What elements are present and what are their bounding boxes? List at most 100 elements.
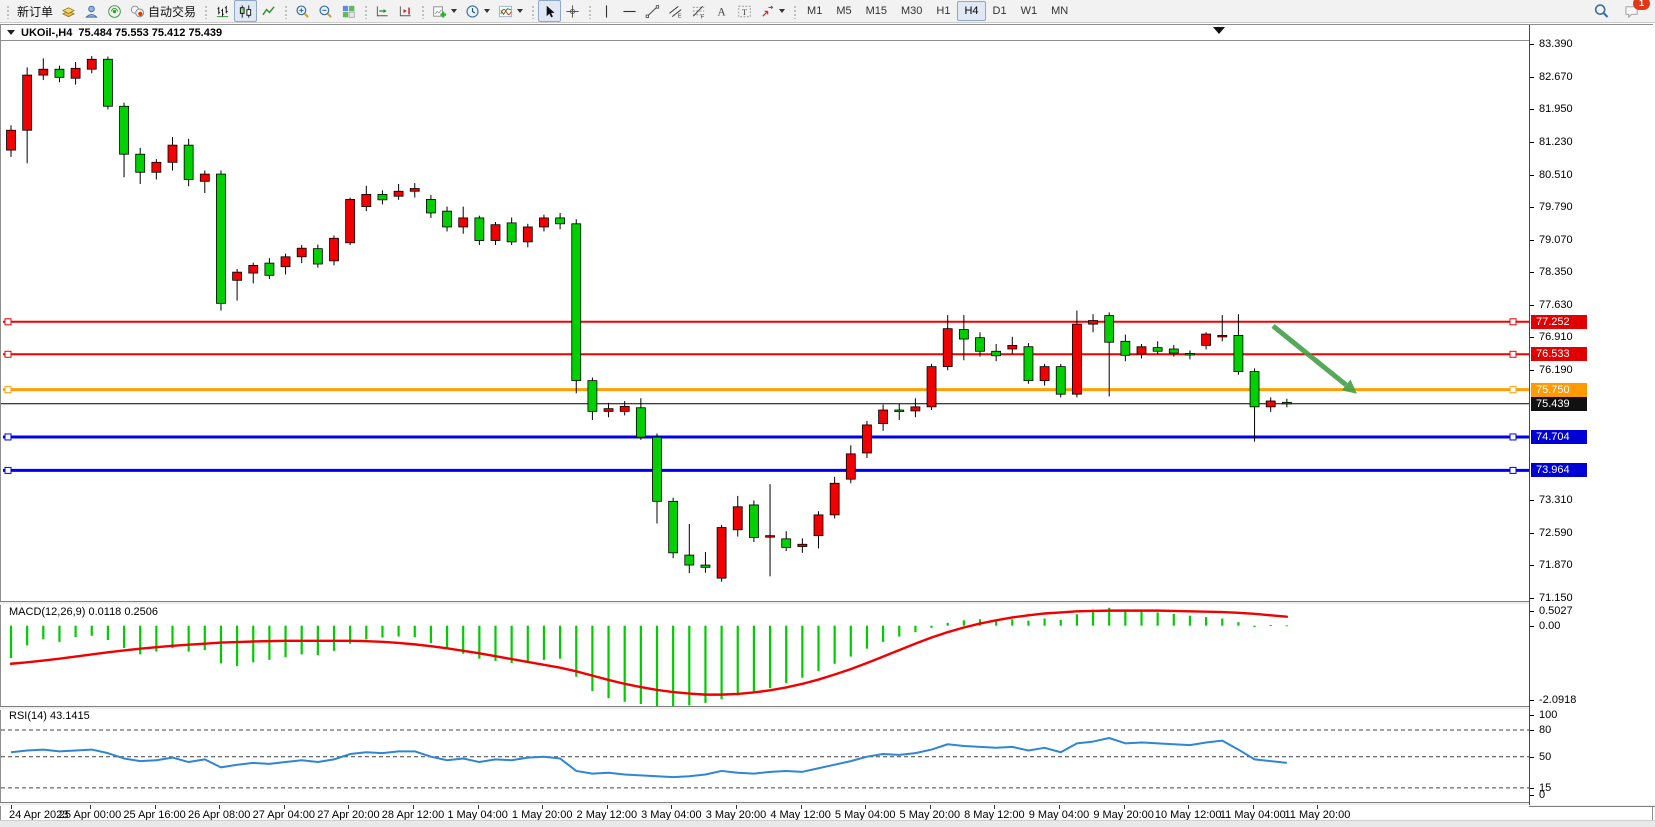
fibonacci-button[interactable]: F xyxy=(687,0,710,22)
line-chart-button[interactable] xyxy=(257,0,280,22)
timeframe-mn-button[interactable]: MN xyxy=(1051,5,1069,17)
macd-bar xyxy=(349,625,352,644)
price-axis[interactable]: 83.390 82.670 81.950 81.230 80.510 79.790 79.0… xyxy=(1529,25,1655,805)
candle-body xyxy=(1201,333,1211,346)
new-order-button[interactable]: 新订单 xyxy=(13,0,57,22)
macd-bar xyxy=(995,619,998,626)
chart-shift-button[interactable] xyxy=(394,0,417,22)
period-button[interactable] xyxy=(461,0,494,22)
candle-body xyxy=(587,380,598,412)
crosshair-icon xyxy=(565,4,580,19)
chevron-down-icon[interactable] xyxy=(451,9,458,13)
timeframe-m30-button[interactable]: M30 xyxy=(901,5,923,17)
timeframe-d1-button[interactable]: D1 xyxy=(992,5,1007,17)
expert-advisors-button[interactable] xyxy=(80,0,103,22)
chart-shift-marker-icon[interactable] xyxy=(1213,27,1225,34)
line-handle[interactable] xyxy=(1509,350,1517,358)
candle-body xyxy=(425,198,436,214)
line-handle[interactable] xyxy=(1509,318,1517,326)
horizontal-level-lines[interactable] xyxy=(3,318,1529,474)
line-handle[interactable] xyxy=(4,386,12,394)
timeframe-h4-button[interactable]: H4 xyxy=(957,1,986,21)
chevron-down-icon[interactable] xyxy=(779,9,786,13)
time-axis-label: 1 May 04:00 xyxy=(447,809,508,821)
line-handle[interactable] xyxy=(1509,433,1517,441)
candle-body xyxy=(845,453,856,480)
time-axis-label: 28 Apr 12:00 xyxy=(381,809,445,821)
macd-bar xyxy=(914,625,917,633)
line-handle[interactable] xyxy=(1509,466,1517,474)
trend-arrow[interactable] xyxy=(1271,323,1357,394)
price-axis-label: 78.350 xyxy=(1539,266,1573,279)
macd-panel[interactable] xyxy=(1,604,1529,706)
time-axis-label: 9 May 20:00 xyxy=(1093,809,1154,821)
candlestick-chart-button[interactable] xyxy=(234,0,258,22)
search-button[interactable] xyxy=(1589,0,1614,22)
bar-chart-button[interactable] xyxy=(211,0,234,22)
text-button[interactable]: A xyxy=(710,0,733,22)
indicators-button[interactable] xyxy=(494,0,527,22)
hline-icon xyxy=(622,4,637,19)
zoom-out-button[interactable] xyxy=(314,0,337,22)
price-chart-area[interactable] xyxy=(1,42,1529,602)
signals-button[interactable] xyxy=(103,0,126,22)
crosshair-button[interactable] xyxy=(561,0,584,22)
fibo-icon: F xyxy=(691,4,706,19)
market-watch-button[interactable] xyxy=(57,0,80,22)
zoom-in-button[interactable] xyxy=(291,0,314,22)
price-axis-label: 77.630 xyxy=(1539,298,1573,311)
chart-menu-icon[interactable] xyxy=(7,30,15,35)
candle-body xyxy=(765,535,775,538)
candle-body xyxy=(684,554,695,566)
trendline-button[interactable] xyxy=(641,0,664,22)
text-label-button[interactable]: T xyxy=(733,0,756,22)
line-handle[interactable] xyxy=(4,318,12,326)
candle-body xyxy=(232,271,243,281)
macd-bar xyxy=(526,625,529,662)
equidistant-channel-button[interactable]: E xyxy=(664,0,687,22)
arrows-button[interactable] xyxy=(756,0,789,22)
axis-tick xyxy=(1530,272,1534,274)
rsi-panel[interactable] xyxy=(1,709,1529,802)
chevron-down-icon[interactable] xyxy=(484,9,491,13)
macd-bar xyxy=(413,625,416,638)
horizontal-line-button[interactable] xyxy=(618,0,641,22)
timeframe-m1-button[interactable]: M1 xyxy=(807,5,823,17)
candle-body xyxy=(975,337,985,352)
line-handle[interactable] xyxy=(4,350,12,358)
candle-body xyxy=(522,226,533,243)
candle-body xyxy=(6,129,16,151)
macd-bar xyxy=(171,625,174,648)
candle-body xyxy=(1233,335,1244,372)
cursor-button[interactable] xyxy=(538,0,562,22)
line-handle[interactable] xyxy=(1509,386,1517,394)
time-axis-label: 26 Apr 08:00 xyxy=(187,809,251,821)
timeframe-w1-button[interactable]: W1 xyxy=(1020,5,1038,17)
chevron-down-icon[interactable] xyxy=(517,9,524,13)
macd-bar xyxy=(785,625,788,684)
tile-windows-button[interactable] xyxy=(337,0,360,22)
macd-bar xyxy=(1091,609,1095,626)
vertical-line-button[interactable] xyxy=(595,0,618,22)
notifications-button[interactable]: 1 xyxy=(1620,0,1650,22)
new-chart-button[interactable] xyxy=(428,0,461,22)
candle-body xyxy=(312,248,323,265)
chart-title-bar[interactable]: UKOil-,H4 75.484 75.553 75.412 75.439 xyxy=(1,25,1653,41)
candle-body xyxy=(103,58,113,107)
toolbar-group xyxy=(280,0,360,22)
line-handle[interactable] xyxy=(4,466,12,474)
auto-scroll-button[interactable] xyxy=(371,0,394,22)
timeframe-m5-button[interactable]: M5 xyxy=(836,5,852,17)
timeframe-h1-button[interactable]: H1 xyxy=(936,5,951,17)
line-handle[interactable] xyxy=(4,433,12,441)
auto-trading-button[interactable]: 自动交易 xyxy=(126,0,200,22)
time-axis-label: 8 May 12:00 xyxy=(964,809,1025,821)
macd-bar xyxy=(74,625,77,638)
time-axis-tick xyxy=(90,805,91,809)
candle-body xyxy=(135,153,146,173)
candle-body xyxy=(1088,320,1098,325)
candle-body xyxy=(1265,400,1276,408)
timeframe-m15-button[interactable]: M15 xyxy=(865,5,887,17)
axis-tick xyxy=(1530,499,1534,501)
new-order-button-label: 新订单 xyxy=(17,4,54,19)
